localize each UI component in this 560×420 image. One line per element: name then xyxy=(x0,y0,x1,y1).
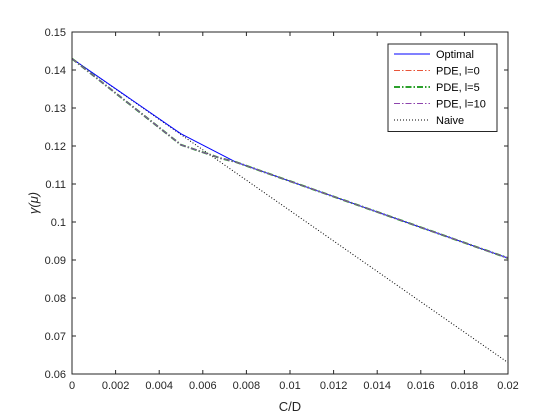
y-tick-label: 0.15 xyxy=(45,27,66,39)
x-tick-label: 0.008 xyxy=(233,380,261,392)
x-tick-label: 0.01 xyxy=(279,380,300,392)
y-tick-label: 0.09 xyxy=(45,255,66,267)
legend-entry: PDE, l=0 xyxy=(436,66,480,78)
y-tick-label: 0.1 xyxy=(51,217,66,229)
y-tick-label: 0.11 xyxy=(45,179,66,191)
y-tick-label: 0.06 xyxy=(45,369,66,381)
x-tick-label: 0.004 xyxy=(145,380,173,392)
x-tick-label: 0.018 xyxy=(451,380,479,392)
x-axis-label: C/D xyxy=(279,399,301,414)
x-tick-label: 0.02 xyxy=(497,380,518,392)
legend: Optimal PDE, l=0 PDE, l=5 PDE, l=10 Naive xyxy=(387,43,498,132)
y-tick-label: 0.14 xyxy=(45,65,66,77)
x-tick-label: 0.002 xyxy=(102,380,130,392)
series-line-0 xyxy=(71,58,509,259)
series-layer xyxy=(71,57,509,364)
x-tick-label: 0.016 xyxy=(407,380,435,392)
legend-entry: Optimal xyxy=(436,49,474,61)
series-line-3 xyxy=(71,58,509,259)
x-tick-label: 0.012 xyxy=(320,380,348,392)
legend-entry: Naive xyxy=(436,115,464,127)
x-tick-label: 0.014 xyxy=(363,380,391,392)
legend-entry: PDE, l=10 xyxy=(436,99,486,111)
y-tick-label: 0.07 xyxy=(45,331,66,343)
y-tick-label: 0.12 xyxy=(45,141,66,153)
y-tick-label: 0.08 xyxy=(45,293,66,305)
x-tick-label: 0.006 xyxy=(189,380,217,392)
y-axis-label: γ(μ) xyxy=(26,192,41,214)
x-tick-label: 0 xyxy=(69,380,75,392)
y-tick-label: 0.13 xyxy=(45,103,66,115)
ticks-layer: 0 0.002 0.004 0.006 0.008 0.01 0.012 0.014 0.016… xyxy=(45,27,519,392)
legend-entry: PDE, l=5 xyxy=(436,82,480,94)
